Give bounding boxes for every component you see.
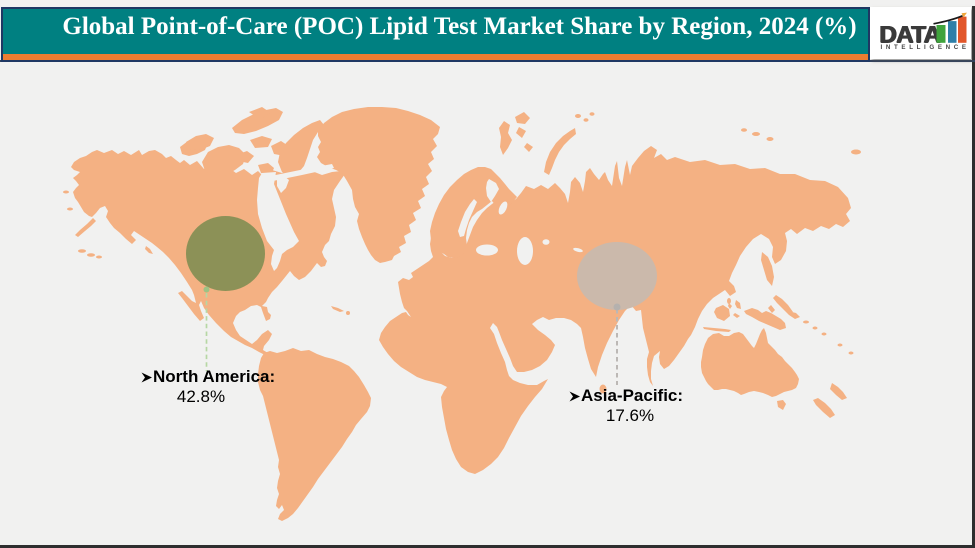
svg-text:DATA: DATA [880, 22, 941, 49]
svg-text:INTELLIGENCE: INTELLIGENCE [881, 44, 970, 51]
